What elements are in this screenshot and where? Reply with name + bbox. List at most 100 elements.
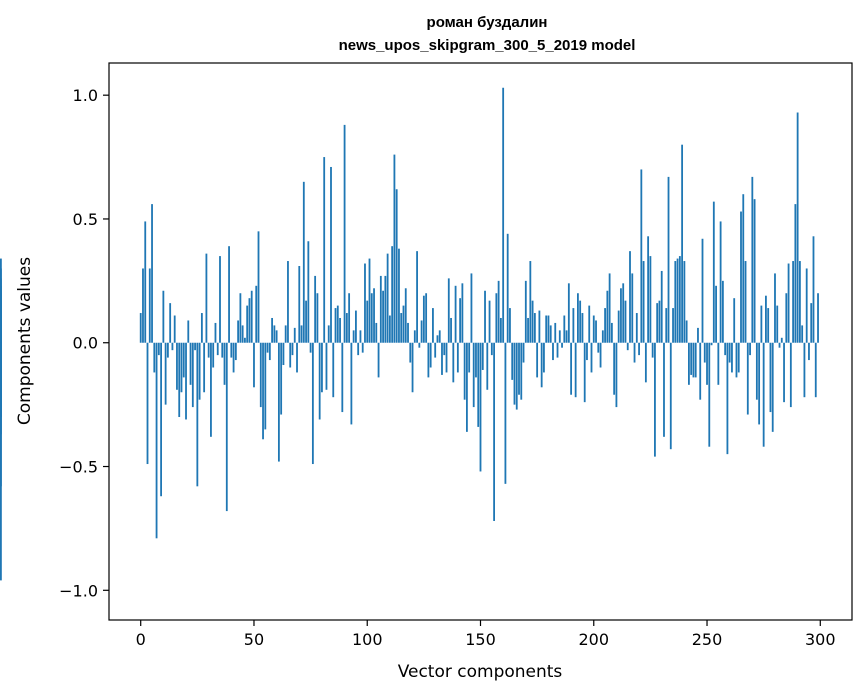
bar-71 [300,325,303,343]
bar-65 [287,261,289,343]
bar-77 [314,275,317,343]
bar-200 [592,315,595,343]
bar-140 [456,342,459,373]
bar-192 [574,342,577,398]
bar-106 [379,275,382,343]
bar-80 [321,342,323,393]
bar-196 [583,342,586,403]
bar-15 [173,315,176,343]
bar-20 [185,342,187,420]
bar-130 [434,342,437,358]
bar-177 [540,342,543,388]
bar-70 [298,266,301,343]
x-tick-label: 300 [805,630,836,649]
bar-118 [407,322,409,343]
bar-289 [794,204,797,343]
bar-138 [452,342,455,383]
bar-257 [721,280,724,343]
bar-24 [194,342,196,351]
bar-277 [767,308,770,343]
bar-81 [323,157,326,343]
bar-293 [803,342,806,398]
bar-219 [635,313,638,343]
bar-61 [277,342,280,462]
bar-278 [769,342,772,413]
bar-254 [715,285,717,343]
bar-187 [563,315,566,343]
bar-0 [139,313,142,343]
bar-134 [443,342,446,356]
bar-287 [789,342,792,408]
bar-137 [450,317,452,343]
bar-44 [239,293,242,343]
bar-41 [232,342,235,373]
bar-30 [207,342,210,358]
bar-8 [157,342,160,356]
bar-117 [404,288,407,343]
bar-147 [472,342,475,408]
bar-251 [708,342,711,447]
x-axis-label: Vector components [398,662,563,682]
bar-207 [608,273,611,343]
bar-35 [219,256,221,343]
bar-151 [481,342,484,370]
bar-146 [470,273,473,343]
bar-183 [554,322,557,343]
bar-240 [683,261,686,343]
bar-76 [311,342,314,465]
plot-frame [108,62,853,621]
bar-225 [649,256,652,343]
bar-193 [577,293,579,343]
bar-142 [461,283,464,343]
bar-9 [160,342,162,497]
bar-156 [493,342,495,521]
bar-206 [606,290,609,343]
bar-295 [808,342,810,361]
bar-298 [814,342,817,398]
bar-6 [153,342,156,373]
bar-263 [735,342,738,378]
bar-72 [302,181,305,343]
bar-288 [792,261,795,343]
bar-279 [771,342,774,432]
bar-246 [697,327,699,343]
bar-262 [733,298,736,343]
bar-231 [663,342,665,437]
bar-85 [332,342,335,398]
bar-172 [529,261,532,343]
bar-283 [780,337,783,343]
bar-133 [441,342,443,375]
y-tick-label: −0.5 [59,458,98,477]
bar-224 [647,236,650,343]
bar-152 [484,290,486,343]
bar-45 [241,325,244,343]
bar-93 [350,342,353,425]
bar-107 [382,290,384,343]
bar-79 [318,342,321,420]
bar-188 [565,330,568,343]
bar-243 [690,342,693,375]
bar-29 [205,253,208,343]
bar-212 [620,288,622,343]
bar-128 [429,342,432,368]
bar-162 [506,233,509,343]
bar-131 [436,335,439,343]
bar-141 [459,298,462,343]
bar-169 [522,342,525,363]
bar-173 [531,300,534,343]
bar-221 [640,169,643,343]
bar-108 [384,275,387,343]
bar-154 [488,300,491,343]
bar-294 [805,268,808,343]
bar-103 [373,288,375,343]
bar-31 [210,342,212,437]
bar-208 [610,322,613,343]
bar-252 [710,342,713,346]
bar-111 [391,246,394,343]
bar-129 [432,308,434,343]
bar-260 [728,342,731,363]
bar-1 [142,268,144,343]
bar-62 [280,342,283,415]
bar-245 [694,342,697,378]
bar-249 [703,342,706,363]
